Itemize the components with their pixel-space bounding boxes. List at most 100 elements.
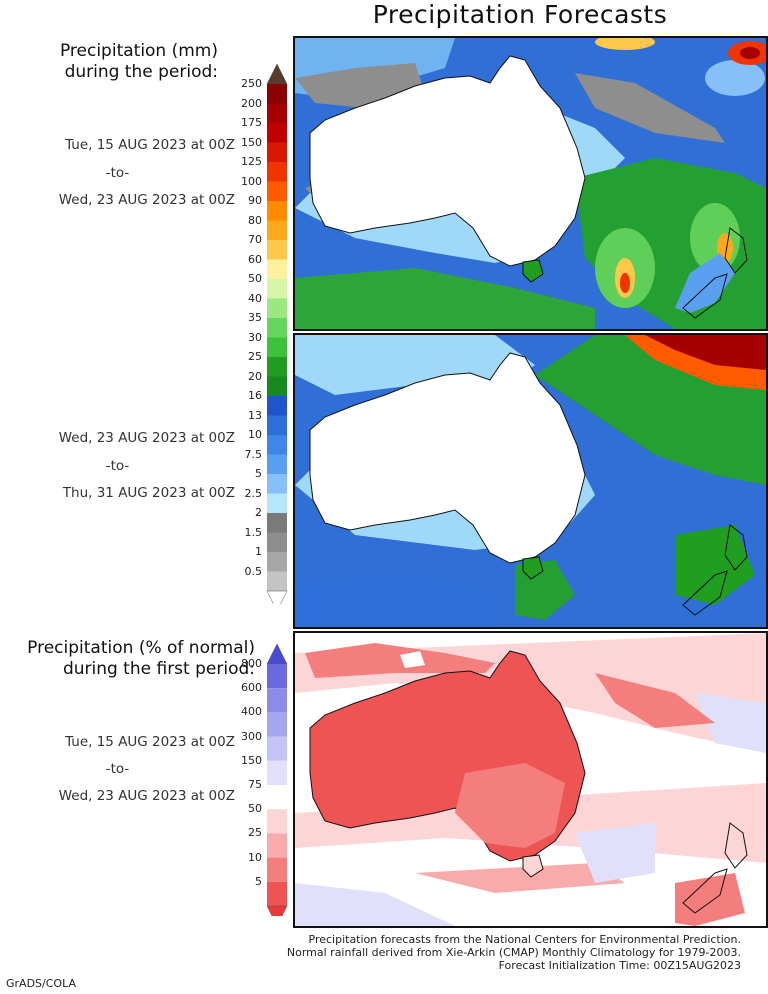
precip-colorbar-ticks: 250 200 175 150 125 100 90 80 70 60 50 40 35 30 25 20 16… — [222, 0, 262, 994]
precip_legend-tick-label: 16 — [248, 389, 262, 402]
precip-map-period1 — [295, 38, 766, 329]
pct-legend-heading-line1: Precipitation (% of normal) — [27, 638, 255, 658]
precip_legend-swatch — [267, 123, 287, 143]
precip_legend-swatch — [267, 201, 287, 221]
precip_legend-swatch — [267, 220, 287, 240]
map-panel-percent-normal — [293, 631, 768, 928]
pct-legend-heading-line2: during the first period: — [62, 659, 255, 679]
precip_legend-swatch — [267, 474, 287, 494]
precip_legend-tick-label: 125 — [241, 155, 262, 168]
pct_legend-tick-label: 800 — [241, 657, 262, 670]
precip_legend-swatch — [267, 357, 287, 377]
precip_legend-tick-label: 0.5 — [244, 564, 263, 578]
precip_legend-tick-label: 2.5 — [244, 486, 263, 500]
pct_legend-tick-label: 600 — [241, 681, 262, 695]
period1-end: Wed, 23 AUG 2023 at 00Z — [58, 192, 235, 208]
precip_legend-tick-label: 70 — [248, 233, 262, 246]
precip_legend-tick-label: 10 — [248, 428, 262, 441]
precip_legend-tick-label: 1.5 — [244, 525, 263, 539]
precip_legend-tick-label: 2 — [255, 506, 262, 519]
precip_legend-swatch — [267, 376, 287, 396]
pct_legend-tick-label: 75 — [248, 778, 262, 791]
precip-legend-heading: Precipitation (mm) during the period: — [10, 41, 218, 83]
period2-start: Wed, 23 AUG 2023 at 00Z — [58, 430, 235, 446]
pct_legend-swatch — [267, 785, 287, 810]
precip_legend-swatch — [267, 279, 287, 299]
pct_legend-top-arrow — [266, 644, 288, 665]
precip_legend-swatch — [267, 318, 287, 338]
pct-colorbar — [266, 644, 288, 916]
pct_legend-tick-label: 10 — [248, 850, 262, 864]
precip-colorbar — [266, 64, 288, 604]
precip-legend-heading-line2: during the period: — [64, 62, 218, 82]
pct-colorbar-ticks: 800 600 400 300 150 75 50 25 10 5 — [222, 0, 262, 994]
precip_legend-swatch — [267, 181, 287, 201]
precip_legend-swatch — [267, 435, 287, 455]
pct_legend-swatch — [267, 881, 287, 906]
pct_legend-tick-label: 300 — [241, 729, 262, 743]
page-title: Precipitation Forecasts — [372, 0, 668, 29]
period2-to: -to- — [105, 458, 130, 474]
precip_legend-tick-label: 5 — [255, 467, 262, 480]
precip_legend-tick-label: 50 — [248, 272, 262, 285]
pct_legend-tick-label: 50 — [248, 802, 262, 816]
precip_legend-swatch — [267, 552, 287, 572]
precip_legend-swatch — [267, 298, 287, 318]
pct_legend-swatch — [267, 833, 287, 858]
footer-line2: Normal rainfall derived from Xie-Arkin (… — [286, 946, 741, 959]
percent-normal-map — [295, 633, 766, 926]
footer-line1: Precipitation forecasts from the Nationa… — [308, 933, 742, 946]
pct-legend-heading: Precipitation (% of normal) during the f… — [0, 638, 255, 680]
map-panel-period1 — [293, 36, 768, 331]
precip_legend-swatch — [267, 571, 287, 591]
precip_legend-tick-label: 90 — [248, 194, 262, 207]
footer-line3: Forecast Initialization Time: 00Z15AUG20… — [498, 959, 741, 972]
pct_legend-swatch — [267, 857, 287, 882]
precip_legend-tick-label: 200 — [241, 96, 262, 110]
pct_legend-swatch — [267, 760, 287, 785]
footer: Precipitation forecasts from the Nationa… — [200, 933, 741, 972]
period3-start: Tue, 15 AUG 2023 at 00Z — [65, 734, 235, 750]
pct_legend-swatch — [267, 712, 287, 737]
period1-start: Tue, 15 AUG 2023 at 00Z — [65, 137, 235, 153]
period3-to: -to- — [105, 761, 130, 777]
pct_legend-swatch — [267, 736, 287, 761]
precip_legend-swatch — [267, 162, 287, 182]
precip_legend-tick-label: 80 — [248, 213, 262, 227]
pct_legend-swatch — [267, 664, 287, 689]
software-credit: GrADS/COLA — [6, 977, 76, 990]
precip_legend-swatch — [267, 142, 287, 162]
precip_legend-tick-label: 250 — [241, 77, 262, 90]
pct_legend-tick-label: 25 — [248, 826, 262, 840]
precip_legend-swatch — [267, 337, 287, 357]
precip_legend-tick-label: 30 — [248, 330, 262, 344]
pct_legend-tick-label: 150 — [241, 753, 262, 767]
precip_legend-swatch — [267, 454, 287, 474]
period1-to: -to- — [105, 165, 130, 181]
precip_legend-tick-label: 150 — [241, 135, 262, 149]
precip_legend-tick-label: 7.5 — [244, 447, 263, 461]
precip-map-period2 — [295, 335, 766, 627]
precip_legend-tick-label: 25 — [248, 350, 262, 363]
map-panel-period2 — [293, 333, 768, 629]
pct_legend-tick-label: 400 — [241, 705, 262, 719]
precip_legend-tick-label: 35 — [248, 311, 262, 324]
precip-legend-heading-line1: Precipitation (mm) — [59, 41, 218, 61]
precip_legend-bottom-arrow — [266, 590, 288, 604]
precip_legend-swatch — [267, 259, 287, 279]
precip_legend-swatch — [267, 84, 287, 104]
pct_legend-tick-label: 5 — [255, 874, 262, 888]
pct_legend-swatch — [267, 809, 287, 834]
period2-end: Thu, 31 AUG 2023 at 00Z — [62, 485, 235, 501]
precip_legend-swatch — [267, 415, 287, 435]
precip_legend-swatch — [267, 532, 287, 552]
precip_legend-top-arrow — [266, 64, 288, 85]
precip_legend-tick-label: 1 — [255, 545, 262, 558]
precip_legend-swatch — [267, 396, 287, 416]
precip_legend-tick-label: 60 — [248, 252, 262, 266]
precip_legend-tick-label: 13 — [248, 408, 262, 422]
precip_legend-tick-label: 175 — [241, 116, 262, 129]
precip_legend-tick-label: 20 — [248, 369, 262, 383]
precip_legend-tick-label: 100 — [241, 174, 262, 188]
precip_legend-swatch — [267, 103, 287, 123]
